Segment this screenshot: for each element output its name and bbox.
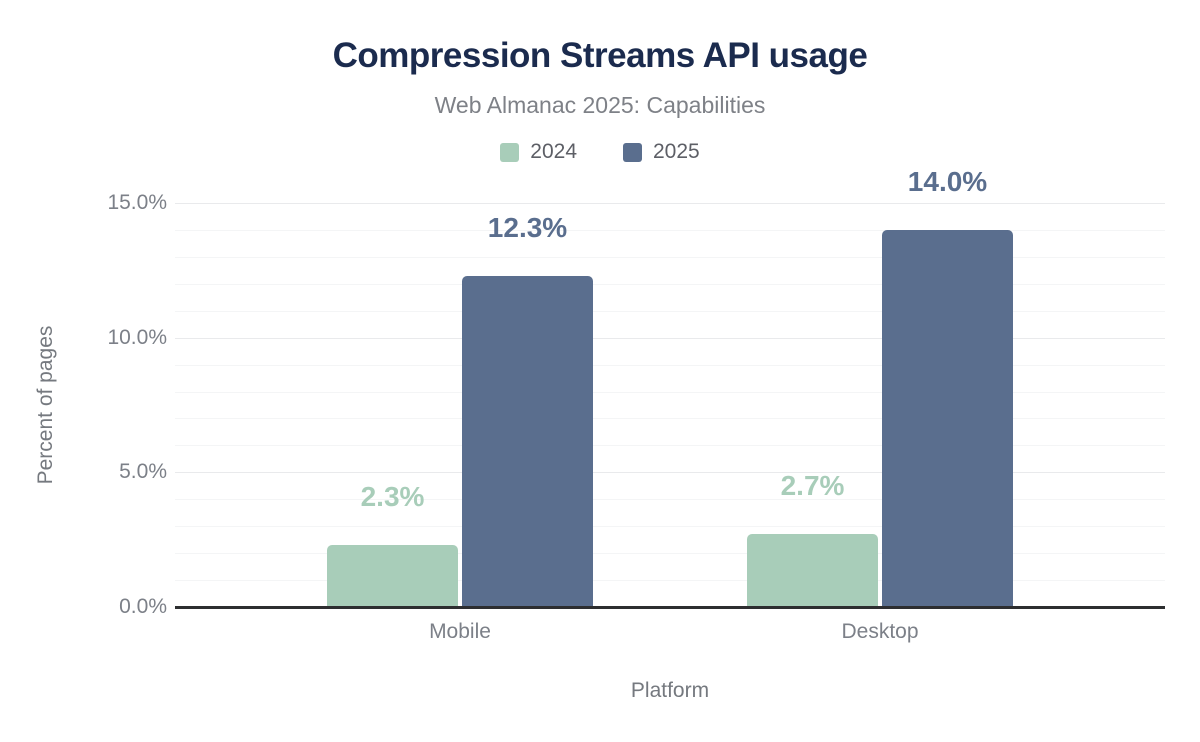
chart-subtitle: Web Almanac 2025: Capabilities bbox=[434, 92, 766, 118]
gridline bbox=[175, 283, 1165, 285]
x-category-label-mobile: Mobile bbox=[429, 620, 491, 643]
gridline bbox=[175, 229, 1165, 231]
gridline bbox=[175, 445, 1165, 447]
gridline bbox=[175, 499, 1165, 501]
legend-swatch-icon bbox=[623, 142, 642, 162]
gridline bbox=[175, 203, 1165, 204]
legend-label: 2025 bbox=[653, 140, 700, 163]
y-tick-label: 10.0% bbox=[107, 325, 167, 349]
bar-value-label-2024-mobile: 2.3% bbox=[360, 481, 425, 513]
y-tick-label: 5.0% bbox=[119, 460, 167, 484]
bar-2024-desktop[interactable] bbox=[747, 534, 878, 607]
chart-legend: 2024 2025 bbox=[0, 140, 1200, 164]
bar-2025-desktop[interactable] bbox=[882, 229, 1013, 607]
chart-title: Compression Streams API usage bbox=[332, 36, 868, 75]
gridline bbox=[175, 553, 1165, 555]
gridline bbox=[175, 526, 1165, 528]
gridline bbox=[175, 580, 1165, 582]
gridline bbox=[175, 472, 1165, 474]
gridline bbox=[175, 256, 1165, 258]
gridline bbox=[175, 337, 1165, 339]
x-category-label-desktop: Desktop bbox=[841, 620, 919, 643]
legend-item-2025[interactable]: 2025 bbox=[623, 140, 700, 164]
bar-2025-mobile[interactable] bbox=[462, 275, 593, 607]
bar-value-label-2025-desktop: 14.0% bbox=[907, 165, 988, 197]
gridline bbox=[175, 391, 1165, 393]
bar-value-label-2024-desktop: 2.7% bbox=[780, 470, 845, 502]
gridline bbox=[175, 310, 1165, 312]
gridline bbox=[175, 364, 1165, 366]
gridline bbox=[175, 418, 1165, 420]
bar-value-label-2025-mobile: 12.3% bbox=[487, 211, 568, 243]
x-axis-title: Platform bbox=[630, 679, 710, 702]
plot-area: 2.3% 12.3% 2.7% 14.0% bbox=[175, 167, 1165, 607]
bar-2024-mobile[interactable] bbox=[327, 545, 458, 607]
x-axis-line bbox=[175, 606, 1165, 609]
y-tick-label: 15.0% bbox=[107, 191, 167, 214]
legend-label: 2024 bbox=[530, 140, 577, 163]
y-tick-label: 0.0% bbox=[119, 595, 167, 618]
legend-swatch-icon bbox=[500, 142, 520, 162]
legend-item-2024[interactable]: 2024 bbox=[500, 140, 577, 164]
